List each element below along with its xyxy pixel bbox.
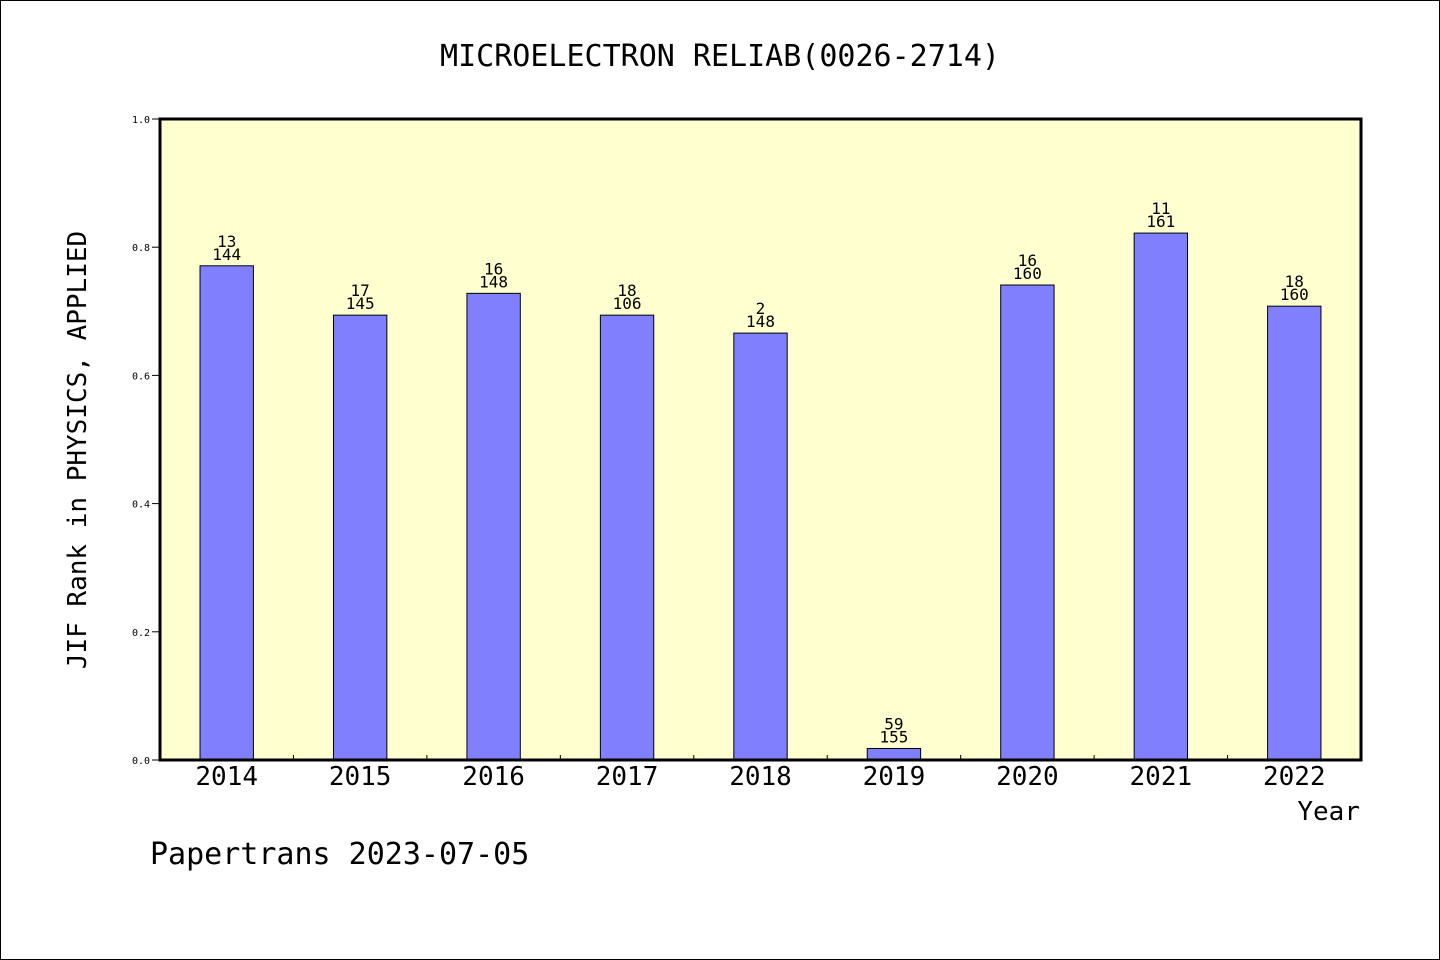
bar-total-label: 106 xyxy=(613,294,642,313)
bar xyxy=(1000,284,1055,761)
x-tick-label: 2022 xyxy=(1263,762,1326,792)
y-tick-label: 0.2 xyxy=(132,628,150,639)
bar-total-label: 148 xyxy=(746,312,775,331)
bar-total-label: 160 xyxy=(1013,264,1042,283)
bar xyxy=(1267,305,1322,761)
bar xyxy=(199,265,254,761)
y-tick-label: 0.6 xyxy=(132,371,150,382)
x-tick-label: 2015 xyxy=(329,762,392,792)
plot-border xyxy=(158,117,1363,762)
x-tick-label: 2014 xyxy=(195,762,258,792)
bar xyxy=(1133,232,1189,761)
x-tick-label: 2017 xyxy=(596,762,659,792)
y-tick-label: 1.0 xyxy=(132,115,150,126)
bar xyxy=(866,747,922,761)
bar-rank-label: 18 xyxy=(617,281,636,300)
bar xyxy=(733,332,788,761)
bar xyxy=(466,292,521,761)
bar xyxy=(332,314,388,761)
y-tick-label: 0.4 xyxy=(132,500,150,511)
chart-title: MICROELECTRON RELIAB(0026-2714) xyxy=(440,39,1000,74)
bar-total-label: 148 xyxy=(479,272,508,291)
y-tick-label: 0.8 xyxy=(132,243,150,254)
bar-total-label: 144 xyxy=(212,245,241,264)
x-tick-label: 2020 xyxy=(996,762,1059,792)
bar-total-label: 161 xyxy=(1146,212,1175,231)
bar-rank-label: 17 xyxy=(351,281,370,300)
bar-rank-label: 18 xyxy=(1285,272,1304,291)
y-tick-label: 0.0 xyxy=(132,756,150,767)
x-tick-label: 2019 xyxy=(863,762,926,792)
y-axis: 0.0 0.2 0.4 0.6 0.8 1.0 xyxy=(132,115,160,767)
bar xyxy=(599,314,655,761)
x-tick-label: 2021 xyxy=(1130,762,1193,792)
y-axis-label: JIF Rank in PHYSICS, APPLIED xyxy=(63,231,93,669)
bar-total-label: 155 xyxy=(879,727,908,746)
x-tick-label: 2016 xyxy=(462,762,525,792)
bar-rank-label: 11 xyxy=(1151,199,1170,218)
bar-total-label: 160 xyxy=(1280,285,1309,304)
bar-rank-label: 16 xyxy=(1018,251,1037,270)
bars xyxy=(199,232,1322,761)
x-axis-label: Year xyxy=(1297,797,1360,827)
source-footer: Papertrans 2023-07-05 xyxy=(150,837,529,872)
x-axis: 2014 2015 2016 2017 2018 2019 2020 2021 2022 xyxy=(195,755,1326,792)
bar-rank-label: 59 xyxy=(884,714,903,733)
bar-rank-label: 2 xyxy=(756,299,766,318)
bar-rank-label: 13 xyxy=(217,232,236,251)
bar-total-label: 145 xyxy=(346,294,375,313)
x-tick-label: 2018 xyxy=(729,762,792,792)
bar-rank-label: 16 xyxy=(484,259,503,278)
